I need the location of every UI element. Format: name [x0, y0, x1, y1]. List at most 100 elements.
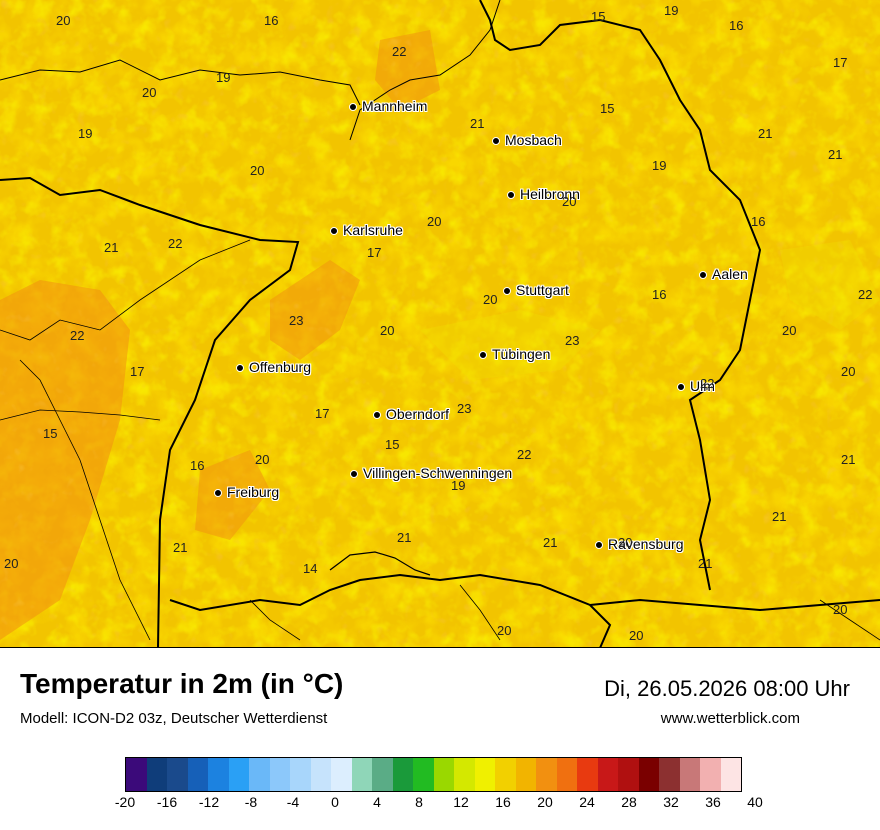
- temperature-value: 21: [828, 147, 843, 162]
- temperature-value: 20: [255, 452, 270, 467]
- temperature-value: 20: [782, 323, 797, 338]
- border-dept-2: [19, 359, 151, 641]
- color-scale-tick-label: 28: [621, 794, 637, 810]
- temperature-value: 23: [289, 313, 304, 328]
- temperature-value: 15: [600, 101, 615, 116]
- city-ravensburg: Ravensburg: [595, 536, 684, 552]
- color-scale: [125, 757, 742, 792]
- temperature-value: 20: [841, 364, 856, 379]
- temperature-value: 22: [858, 287, 873, 302]
- temperature-value: 20: [427, 214, 442, 229]
- color-scale-swatch: [597, 758, 618, 791]
- temperature-value: 20: [833, 602, 848, 617]
- temperature-value: 20: [4, 556, 19, 571]
- color-scale-swatch: [720, 758, 741, 791]
- color-scale-swatch: [577, 758, 598, 791]
- temperature-value: 22: [70, 328, 85, 343]
- temperature-value: 21: [841, 452, 856, 467]
- color-scale-swatch: [290, 758, 311, 791]
- color-scale-tick-label: 16: [495, 794, 511, 810]
- map-title: Temperatur in 2m (in °C): [20, 668, 344, 699]
- temperature-value: 21: [698, 556, 713, 571]
- cool-area-alb: [420, 310, 600, 380]
- temperature-value: 22: [517, 447, 532, 462]
- color-scale-tick-label: 0: [331, 794, 339, 810]
- color-scale-tick-label: -12: [198, 794, 220, 810]
- temperature-value: 16: [190, 458, 205, 473]
- temperature-value: 15: [591, 9, 606, 24]
- temperature-value: 14: [303, 561, 318, 576]
- border-canton-2: [459, 584, 501, 641]
- temperature-value: 22: [700, 376, 715, 391]
- color-scale-swatch: [454, 758, 475, 791]
- temperature-value: 21: [772, 509, 787, 524]
- city-mosbach: Mosbach: [492, 132, 562, 148]
- city-karlsruhe: Karlsruhe: [330, 222, 403, 238]
- color-scale-swatch: [618, 758, 639, 791]
- temperature-value: 17: [130, 364, 145, 379]
- temperature-value: 23: [457, 401, 472, 416]
- color-scale-swatch: [146, 758, 167, 791]
- color-scale-swatch: [536, 758, 557, 791]
- color-scale-tick-label: 40: [747, 794, 763, 810]
- color-scale-swatch: [515, 758, 536, 791]
- temperature-value: 20: [142, 85, 157, 100]
- color-scale-swatch: [659, 758, 680, 791]
- temperature-value: 16: [751, 214, 766, 229]
- color-scale-swatch: [392, 758, 413, 791]
- color-scale-tick-label: 8: [415, 794, 423, 810]
- temperature-value: 17: [367, 245, 382, 260]
- color-scale-swatch: [413, 758, 434, 791]
- color-scale-swatch: [126, 758, 147, 791]
- border-dept-1: [0, 239, 251, 341]
- color-scale-tick-label: -4: [286, 794, 300, 810]
- color-scale-tick-label: 12: [453, 794, 469, 810]
- city-ulm: Ulm: [677, 378, 715, 394]
- color-scale-swatch: [700, 758, 721, 791]
- temperature-value: 21: [543, 535, 558, 550]
- color-scale-swatch: [167, 758, 188, 791]
- temperature-value: 19: [652, 158, 667, 173]
- temperature-value: 20: [483, 292, 498, 307]
- temperature-value: 15: [385, 437, 400, 452]
- color-scale-swatch: [187, 758, 208, 791]
- border-rlp: [0, 59, 361, 106]
- color-scale-swatch: [638, 758, 659, 791]
- border-bavaria: [479, 0, 762, 591]
- border-austria: [819, 599, 880, 641]
- city-freiburg: Freiburg: [214, 484, 279, 500]
- temperature-value: 16: [729, 18, 744, 33]
- temperature-value: 16: [264, 13, 279, 28]
- cool-area-east: [780, 240, 880, 330]
- forecast-date: Di, 26.05.2026 08:00 Uhr: [604, 676, 850, 701]
- color-scale-swatch: [679, 758, 700, 791]
- color-scale-ticks: -20 -16 -12 -8 -4 0 4 8 12 16 20 24 28 32 36 40: [0, 794, 880, 814]
- temperature-value: 20: [629, 628, 644, 643]
- temperature-value: 21: [173, 540, 188, 555]
- temperature-value: 19: [664, 3, 679, 18]
- temperature-value: 19: [216, 70, 231, 85]
- temperature-value: 20: [250, 163, 265, 178]
- city-offenburg: Offenburg: [236, 359, 311, 375]
- temperature-value: 22: [392, 44, 407, 59]
- border-canton-1: [249, 599, 301, 641]
- color-scale-swatch: [310, 758, 331, 791]
- map-footer: Temperatur in 2m (in °C) Modell: ICON-D2…: [0, 648, 880, 830]
- border-france: [0, 176, 300, 647]
- borders: [0, 0, 880, 647]
- temperature-value: 19: [451, 478, 466, 493]
- color-scale-swatch: [372, 758, 393, 791]
- temperature-value: 20: [497, 623, 512, 638]
- color-scale-tick-label: 4: [373, 794, 381, 810]
- website-link[interactable]: www.wetterblick.com: [660, 710, 800, 727]
- color-scale-swatch: [331, 758, 352, 791]
- temperature-value: 17: [315, 406, 330, 421]
- temperature-map: Mannheim Mosbach Heilbronn Karlsruhe Stu…: [0, 0, 880, 648]
- city-tuebingen: Tübingen: [479, 346, 550, 362]
- temperature-value: 23: [565, 333, 580, 348]
- temperature-value: 17: [833, 55, 848, 70]
- model-info: Modell: ICON-D2 03z, Deutscher Wetterdie…: [20, 710, 328, 727]
- city-aalen: Aalen: [699, 266, 748, 282]
- temperature-value: 20: [618, 535, 633, 550]
- color-scale-swatch: [208, 758, 229, 791]
